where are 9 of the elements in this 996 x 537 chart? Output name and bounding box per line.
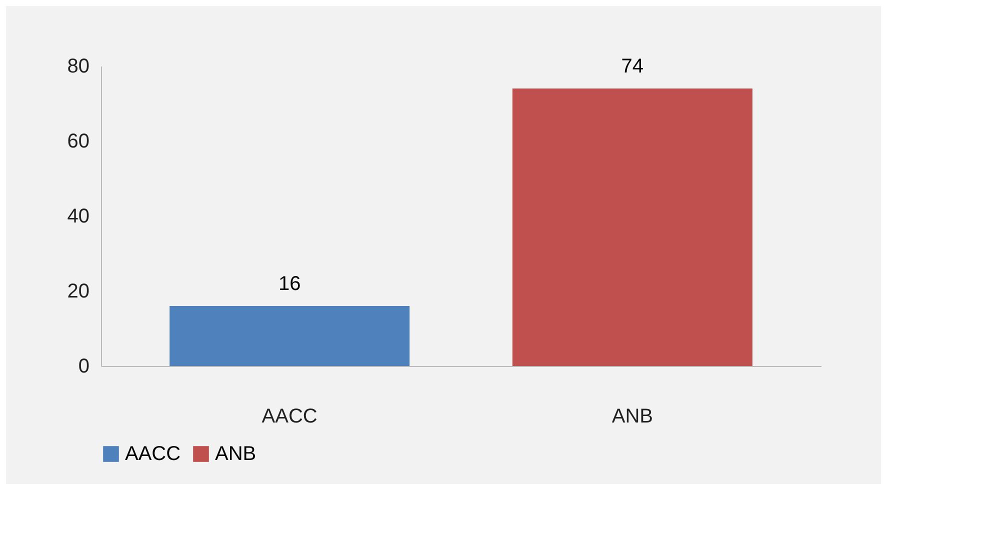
data-label: 16	[278, 273, 301, 295]
legend-label: ANB	[215, 443, 256, 465]
y-tick-label: 20	[67, 280, 90, 302]
data-label: 74	[621, 56, 644, 78]
y-tick-label: 40	[67, 206, 90, 228]
y-tick-label: 0	[78, 356, 90, 378]
y-tick-label: 60	[67, 130, 90, 152]
legend-label: AACC	[125, 443, 181, 465]
y-tick-label: 80	[67, 56, 90, 78]
